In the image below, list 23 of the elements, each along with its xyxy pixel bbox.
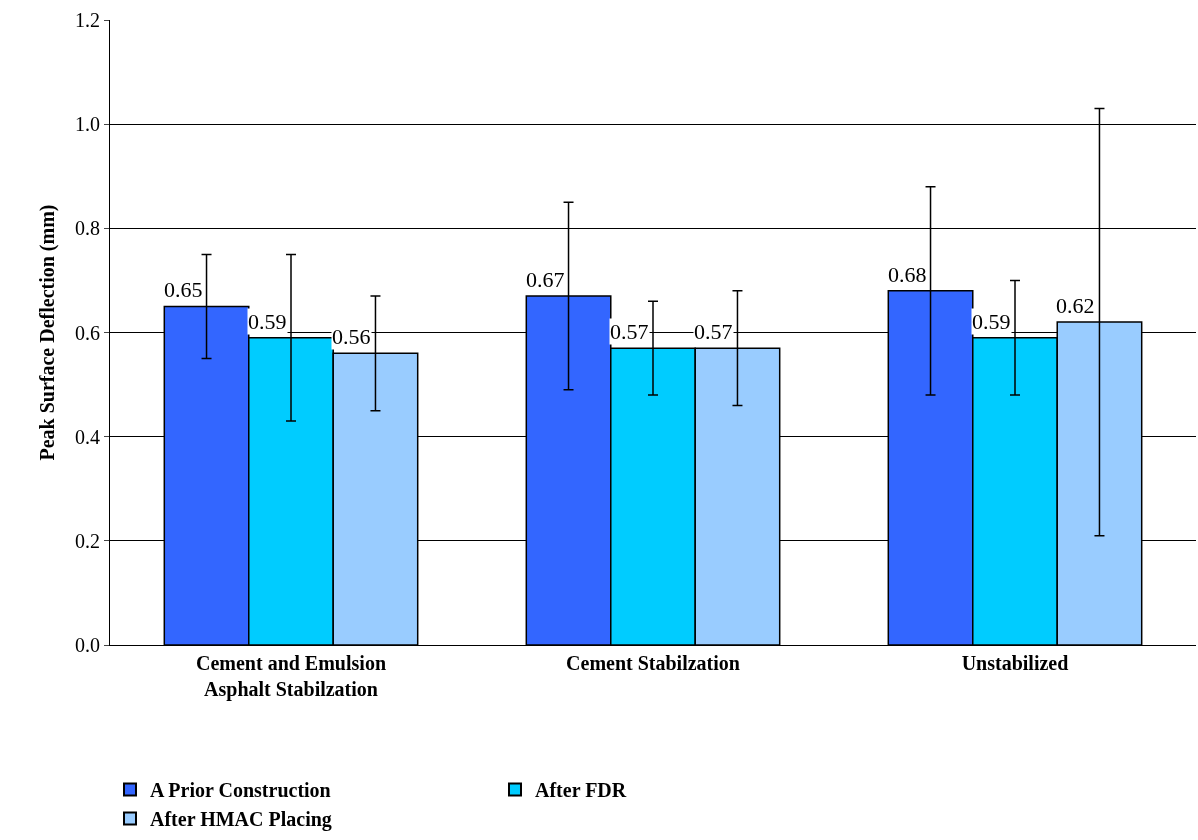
x-tick-label: Cement Stabilzation xyxy=(566,652,740,674)
y-axis-title: Peak Surface Deflection (mm) xyxy=(35,204,59,461)
legend-label: After FDR xyxy=(535,779,627,802)
data-label: 0.62 xyxy=(1056,293,1095,318)
data-label: 0.57 xyxy=(694,319,733,344)
data-label: 0.57 xyxy=(610,319,649,344)
x-tick-label: Unstabilized xyxy=(961,652,1069,674)
data-label: 0.59 xyxy=(972,309,1011,334)
y-tick-label: 0.6 xyxy=(75,321,100,344)
y-tick-label: 0.8 xyxy=(75,217,100,240)
data-label: 0.56 xyxy=(332,324,371,349)
y-tick-label: 0.4 xyxy=(75,425,100,448)
y-tick-label: 0.0 xyxy=(75,634,100,656)
legend-label: After HMAC Placing xyxy=(150,808,332,832)
data-label: 0.65 xyxy=(164,277,203,302)
y-tick-label: 1.2 xyxy=(75,9,100,31)
y-tick-label: 1.0 xyxy=(75,113,100,136)
legend-label: A Prior Construction xyxy=(150,779,331,802)
x-tick-label: Cement and Emulsion Asphalt Stabilzation xyxy=(195,652,387,701)
data-label: 0.59 xyxy=(248,309,287,334)
data-label: 0.68 xyxy=(888,262,927,287)
data-label: 0.67 xyxy=(526,267,565,292)
y-tick-label: 0.2 xyxy=(75,529,100,552)
